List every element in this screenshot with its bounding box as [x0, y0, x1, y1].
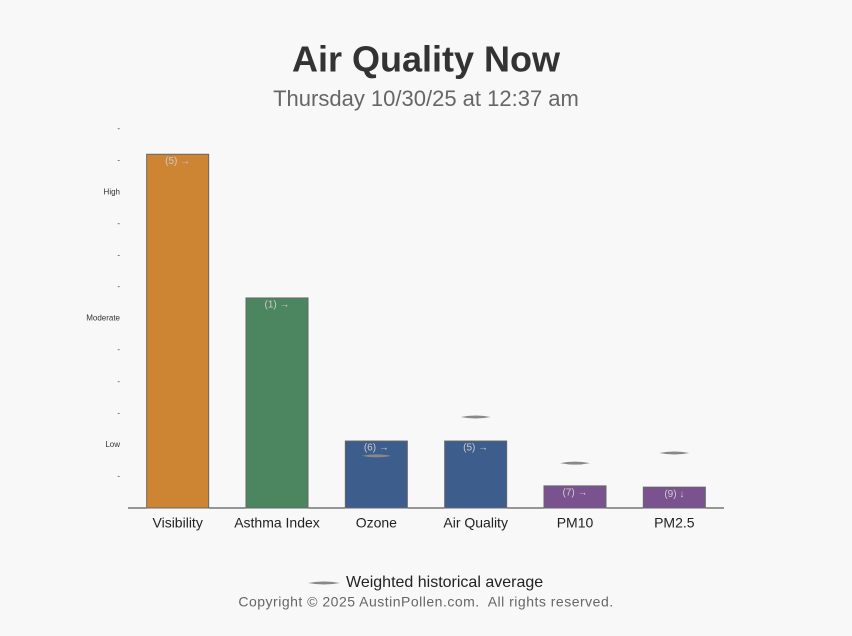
historical-average [659, 451, 690, 455]
bar [444, 440, 508, 509]
y-tick-label: - [117, 124, 120, 133]
footer: Copyright © 2025 AustinPollen.com. All r… [238, 594, 613, 610]
x-tick-label: Visibility [153, 515, 203, 531]
bar-label: (1) → [265, 300, 290, 311]
x-tick-label: PM2.5 [654, 515, 695, 531]
bar-label: (5) → [463, 443, 488, 454]
legend-label: Weighted historical average [346, 574, 543, 591]
historical-average [560, 461, 590, 465]
y-tick-label: - [117, 282, 120, 291]
bar-label: (5) → [165, 156, 190, 167]
y-tick-label: - [117, 250, 120, 259]
bar-label: (7) → [563, 488, 588, 499]
bar-label: (6) → [364, 443, 389, 454]
x-tick-label: Ozone [356, 515, 397, 531]
bar-label: (9) ↓ [664, 489, 684, 500]
bar [146, 153, 210, 509]
y-tick-label: Moderate [86, 314, 120, 323]
y-tick-label: - [117, 156, 120, 165]
legend-swatch [308, 581, 340, 585]
y-tick-label: High [104, 187, 120, 196]
bar [543, 485, 607, 509]
historical-average [361, 454, 392, 458]
y-tick-label: Low [105, 440, 120, 449]
bar [344, 440, 408, 509]
y-tick-label: - [117, 377, 120, 386]
chart-subtitle: Thursday 10/30/25 at 12:37 am [273, 86, 579, 111]
y-tick-label: - [117, 219, 120, 228]
x-tick-label: Asthma Index [234, 515, 320, 531]
y-tick-label: - [117, 345, 120, 354]
y-tick-label: - [117, 408, 120, 417]
bar [245, 297, 309, 509]
historical-average [460, 415, 491, 419]
x-tick-label: PM10 [557, 515, 594, 531]
y-tick-label: - [117, 472, 120, 481]
x-tick-label: Air Quality [443, 515, 508, 531]
chart-title: Air Quality Now [292, 39, 561, 80]
bar [642, 486, 706, 509]
